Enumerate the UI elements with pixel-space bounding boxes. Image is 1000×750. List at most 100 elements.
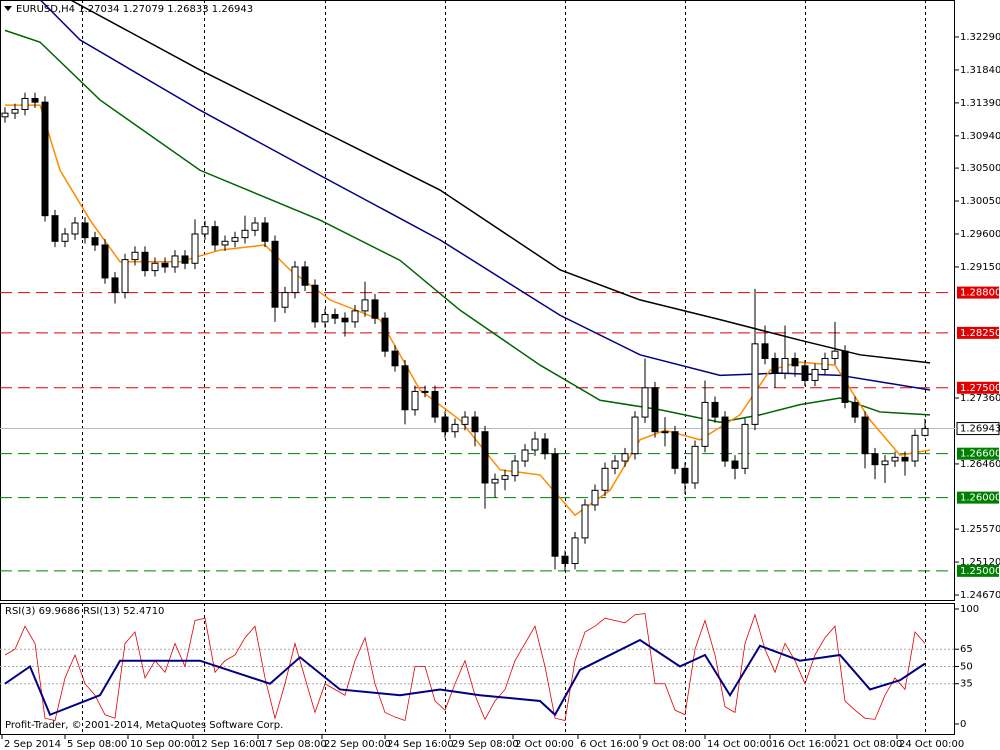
moving-average	[39, 0, 931, 391]
candle-body	[731, 460, 739, 469]
candle-body	[661, 431, 669, 434]
level-label: 1.25000	[960, 566, 1000, 577]
candle-body	[781, 357, 789, 374]
candle-body	[921, 428, 929, 436]
candle-body	[441, 416, 449, 433]
main-panel	[0, 0, 955, 601]
x-tick-label: 14 Oct 00:00	[707, 739, 772, 750]
chart-title: EURUSD,H4 1.27034 1.27079 1.26833 1.2694…	[16, 4, 253, 15]
candle-body	[61, 233, 69, 242]
candle-body	[201, 226, 209, 235]
candle-body	[521, 449, 529, 462]
rsi-tick-label: 50	[960, 661, 973, 672]
candle-body	[771, 357, 779, 374]
candle-body	[281, 292, 289, 308]
y-tick-label: 1.27360	[960, 393, 1000, 404]
candle-body	[341, 317, 349, 323]
rsi-tick-label: 100	[960, 604, 979, 615]
y-tick-label: 1.29150	[960, 262, 1000, 273]
x-tick-label: 16 Oct 16:00	[772, 739, 837, 750]
x-tick-label: 22 Sep 00:00	[324, 739, 391, 750]
candle-body	[41, 101, 49, 217]
candle-body	[831, 350, 839, 359]
candle-body	[261, 222, 269, 242]
candle-body	[51, 215, 59, 242]
candle-body	[581, 504, 589, 539]
candle-body	[901, 456, 909, 462]
candle-body	[861, 416, 869, 455]
candle-body	[641, 387, 649, 418]
candle-body	[751, 343, 759, 425]
candle-body	[671, 431, 679, 469]
candle-body	[221, 240, 229, 246]
candle-body	[741, 423, 749, 469]
x-tick-label: 2 Oct 00:00	[515, 739, 574, 750]
moving-average	[69, 0, 931, 364]
candle-body	[251, 222, 259, 231]
candle-body	[391, 350, 399, 367]
level-label-box	[957, 326, 999, 339]
candle-body	[401, 365, 409, 411]
candle-body	[1, 112, 9, 118]
candle-body	[191, 233, 199, 264]
y-tick-label: 1.30940	[960, 131, 1000, 142]
candle-body	[171, 255, 179, 268]
x-tick-label: 5 Sep 08:00	[67, 739, 127, 750]
candle-body	[571, 537, 579, 565]
candle-body	[791, 357, 799, 367]
candle-body	[71, 222, 79, 235]
rsi-tick-label: 65	[960, 644, 973, 655]
candle-body	[431, 390, 439, 418]
rsi-panel	[0, 603, 955, 735]
candle-body	[531, 438, 539, 451]
rsi-tick-label: 35	[960, 679, 973, 690]
menu-arrow[interactable]	[4, 6, 12, 11]
rsi-line	[4, 638, 926, 717]
level-label-box	[957, 286, 999, 299]
candle-body	[231, 237, 239, 242]
y-tick-label: 1.25570	[960, 524, 1000, 535]
candle-body	[271, 240, 279, 308]
candle-body	[611, 460, 619, 469]
candle-body	[681, 467, 689, 484]
x-tick-label: 21 Oct 08:00	[837, 739, 902, 750]
candle-body	[561, 555, 569, 565]
candle-body	[721, 416, 729, 462]
candle-body	[451, 423, 459, 433]
x-tick-label: 9 Oct 08:00	[642, 739, 701, 750]
candle-body	[881, 460, 889, 466]
candle-body	[461, 416, 469, 425]
candle-body	[471, 416, 479, 433]
candle-body	[331, 314, 339, 319]
candle-body	[121, 259, 129, 294]
candle-body	[501, 475, 509, 480]
candle-body	[911, 434, 919, 462]
x-tick-label: 29 Sep 08:00	[452, 739, 519, 750]
candle-body	[811, 368, 819, 381]
candle-body	[81, 222, 89, 239]
candle-body	[241, 229, 249, 239]
y-tick-label: 1.31840	[960, 65, 1000, 76]
level-label-box	[957, 447, 999, 460]
rsi-line	[4, 613, 926, 722]
x-tick-label: 24 Sep 16:00	[387, 739, 454, 750]
x-tick-label: 10 Sep 00:00	[130, 739, 197, 750]
level-label: 1.28250	[960, 328, 1000, 339]
candle-body	[821, 357, 829, 370]
candle-body	[651, 387, 659, 433]
candle-body	[361, 299, 369, 312]
x-tick-label: 6 Oct 16:00	[580, 739, 639, 750]
candle-body	[181, 255, 189, 264]
y-tick-label: 1.25120	[960, 557, 1000, 568]
candle-body	[141, 251, 149, 272]
level-label: 1.27500	[960, 383, 1000, 394]
candle-body	[11, 108, 19, 114]
candle-body	[621, 453, 629, 462]
last-price-box	[956, 422, 1000, 436]
candle-body	[491, 478, 499, 484]
candle-body	[551, 453, 559, 557]
x-tick-label: 2 Sep 2014	[4, 739, 61, 750]
candle-body	[541, 438, 549, 455]
rsi-title: RSI(3) 69.9686 RSI(13) 52.4710	[5, 606, 164, 617]
